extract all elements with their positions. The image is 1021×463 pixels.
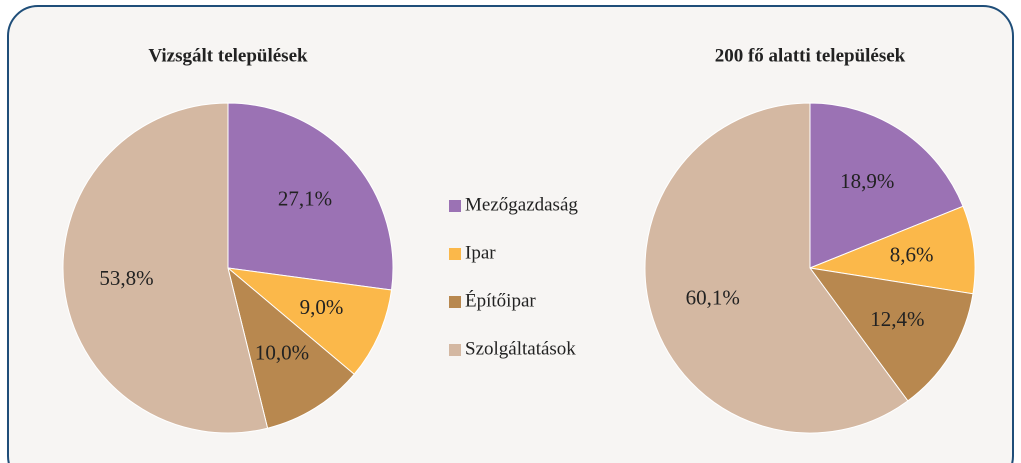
value-label: 53,8% — [99, 266, 153, 290]
legend-label: Építőipar — [465, 289, 536, 311]
value-label: 60,1% — [686, 286, 740, 310]
legend-swatch — [449, 344, 461, 356]
legend-swatch — [449, 296, 461, 308]
pie-slice — [226, 267, 393, 375]
legend-label: Mezőgazdaság — [465, 194, 578, 215]
pie-slice — [227, 266, 355, 429]
legend-swatch — [449, 248, 461, 260]
pie-slice — [808, 267, 974, 402]
value-label: 10,0% — [255, 341, 309, 365]
value-label: 12,4% — [870, 307, 924, 331]
pie-slice — [227, 102, 394, 291]
pie-slice — [62, 102, 269, 434]
legend-swatch — [449, 200, 461, 212]
value-label: 8,6% — [890, 242, 934, 266]
legend-label: Ipar — [465, 242, 496, 263]
pie-slice — [644, 102, 909, 434]
pie-slice — [808, 205, 976, 295]
legend-label: Szolgáltatások — [465, 338, 576, 359]
chart-title: 200 fő alatti települések — [715, 45, 906, 66]
value-label: 9,0% — [300, 295, 344, 319]
value-label: 27,1% — [278, 186, 332, 210]
chart-title: Vizsgált települések — [148, 45, 308, 66]
pie-slice — [809, 102, 964, 269]
value-label: 18,9% — [840, 169, 894, 193]
